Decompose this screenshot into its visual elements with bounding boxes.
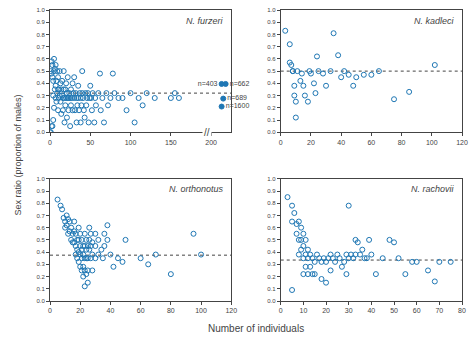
svg-text:20: 20 [307,139,315,146]
svg-text:0.3: 0.3 [36,93,45,99]
svg-text:0.0: 0.0 [36,298,45,304]
svg-text:0.4: 0.4 [267,80,276,86]
svg-text:0.2: 0.2 [267,105,276,111]
svg-text:0.4: 0.4 [36,80,45,86]
svg-text:0.5: 0.5 [267,68,276,74]
svg-text:0.9: 0.9 [36,19,45,25]
svg-text:50: 50 [390,307,398,314]
svg-text:n=403: n=403 [198,80,218,87]
svg-text:0.3: 0.3 [267,261,276,267]
svg-text:0.9: 0.9 [267,188,276,194]
svg-text:150: 150 [165,139,177,146]
svg-text:0.6: 0.6 [267,225,276,231]
svg-text:1.0: 1.0 [267,7,276,13]
svg-text:0.9: 0.9 [36,188,45,194]
svg-text:N. kadleci: N. kadleci [414,16,455,26]
svg-text:0.4: 0.4 [267,249,276,255]
svg-text:0.7: 0.7 [267,213,276,219]
svg-text:100: 100 [195,307,207,314]
svg-text:0.5: 0.5 [36,237,45,243]
svg-text:0.0: 0.0 [267,298,276,304]
svg-text:0.6: 0.6 [36,225,45,231]
svg-text:200: 200 [205,139,217,146]
svg-text:0.2: 0.2 [36,105,45,111]
svg-text:0.1: 0.1 [267,117,276,123]
svg-text:80: 80 [167,307,175,314]
svg-text:0.6: 0.6 [267,56,276,62]
svg-text:0: 0 [279,307,283,314]
svg-text:0.0: 0.0 [36,129,45,135]
svg-text:0.6: 0.6 [36,56,45,62]
svg-text:50: 50 [86,139,94,146]
svg-text:0.4: 0.4 [36,249,45,255]
svg-text:0: 0 [279,139,283,146]
svg-text:30: 30 [345,307,353,314]
svg-text:0.3: 0.3 [267,93,276,99]
svg-text:20: 20 [322,307,330,314]
svg-text:N. rachovii: N. rachovii [411,184,455,194]
svg-text:n=689: n=689 [227,94,247,101]
svg-text:80: 80 [398,139,406,146]
svg-text:0.1: 0.1 [267,286,276,292]
svg-text:0.2: 0.2 [267,274,276,280]
svg-text:70: 70 [435,307,443,314]
svg-text:40: 40 [107,307,115,314]
svg-text:20: 20 [76,307,84,314]
svg-text:Sex ratio (proportion of males: Sex ratio (proportion of males) [13,94,23,215]
svg-text:0.1: 0.1 [36,117,45,123]
svg-text:100: 100 [125,139,137,146]
svg-text:60: 60 [367,139,375,146]
svg-text:100: 100 [426,139,438,146]
svg-text:10: 10 [299,307,307,314]
svg-text:60: 60 [413,307,421,314]
svg-text:0.3: 0.3 [36,261,45,267]
svg-text:N. furzeri: N. furzeri [186,16,224,26]
svg-text:0.0: 0.0 [267,129,276,135]
svg-text:0.9: 0.9 [267,19,276,25]
svg-text:40: 40 [337,139,345,146]
svg-text:0: 0 [48,139,52,146]
svg-text:40: 40 [367,307,375,314]
svg-text:0.5: 0.5 [267,237,276,243]
svg-text:0.8: 0.8 [36,200,45,206]
svg-text:1.0: 1.0 [267,176,276,182]
svg-text:0.7: 0.7 [36,44,45,50]
svg-text:0.8: 0.8 [36,32,45,38]
svg-text://: // [204,127,210,138]
svg-text:120: 120 [456,139,468,146]
svg-text:0.1: 0.1 [36,286,45,292]
svg-text:1.0: 1.0 [36,7,45,13]
svg-text:Number of individuals: Number of individuals [208,323,304,334]
svg-text:n=662: n=662 [230,80,250,87]
svg-text:0.7: 0.7 [267,44,276,50]
svg-text:0.2: 0.2 [36,274,45,280]
svg-text:n=1600: n=1600 [226,102,250,109]
svg-text:0.5: 0.5 [36,68,45,74]
svg-text:80: 80 [458,307,466,314]
svg-text:0.8: 0.8 [267,200,276,206]
svg-text:N. orthonotus: N. orthonotus [169,184,224,194]
svg-text:0.8: 0.8 [267,32,276,38]
svg-text:120: 120 [225,307,237,314]
svg-text:60: 60 [137,307,145,314]
svg-text:0: 0 [48,307,52,314]
svg-text:1.0: 1.0 [36,176,45,182]
svg-text:0.7: 0.7 [36,213,45,219]
